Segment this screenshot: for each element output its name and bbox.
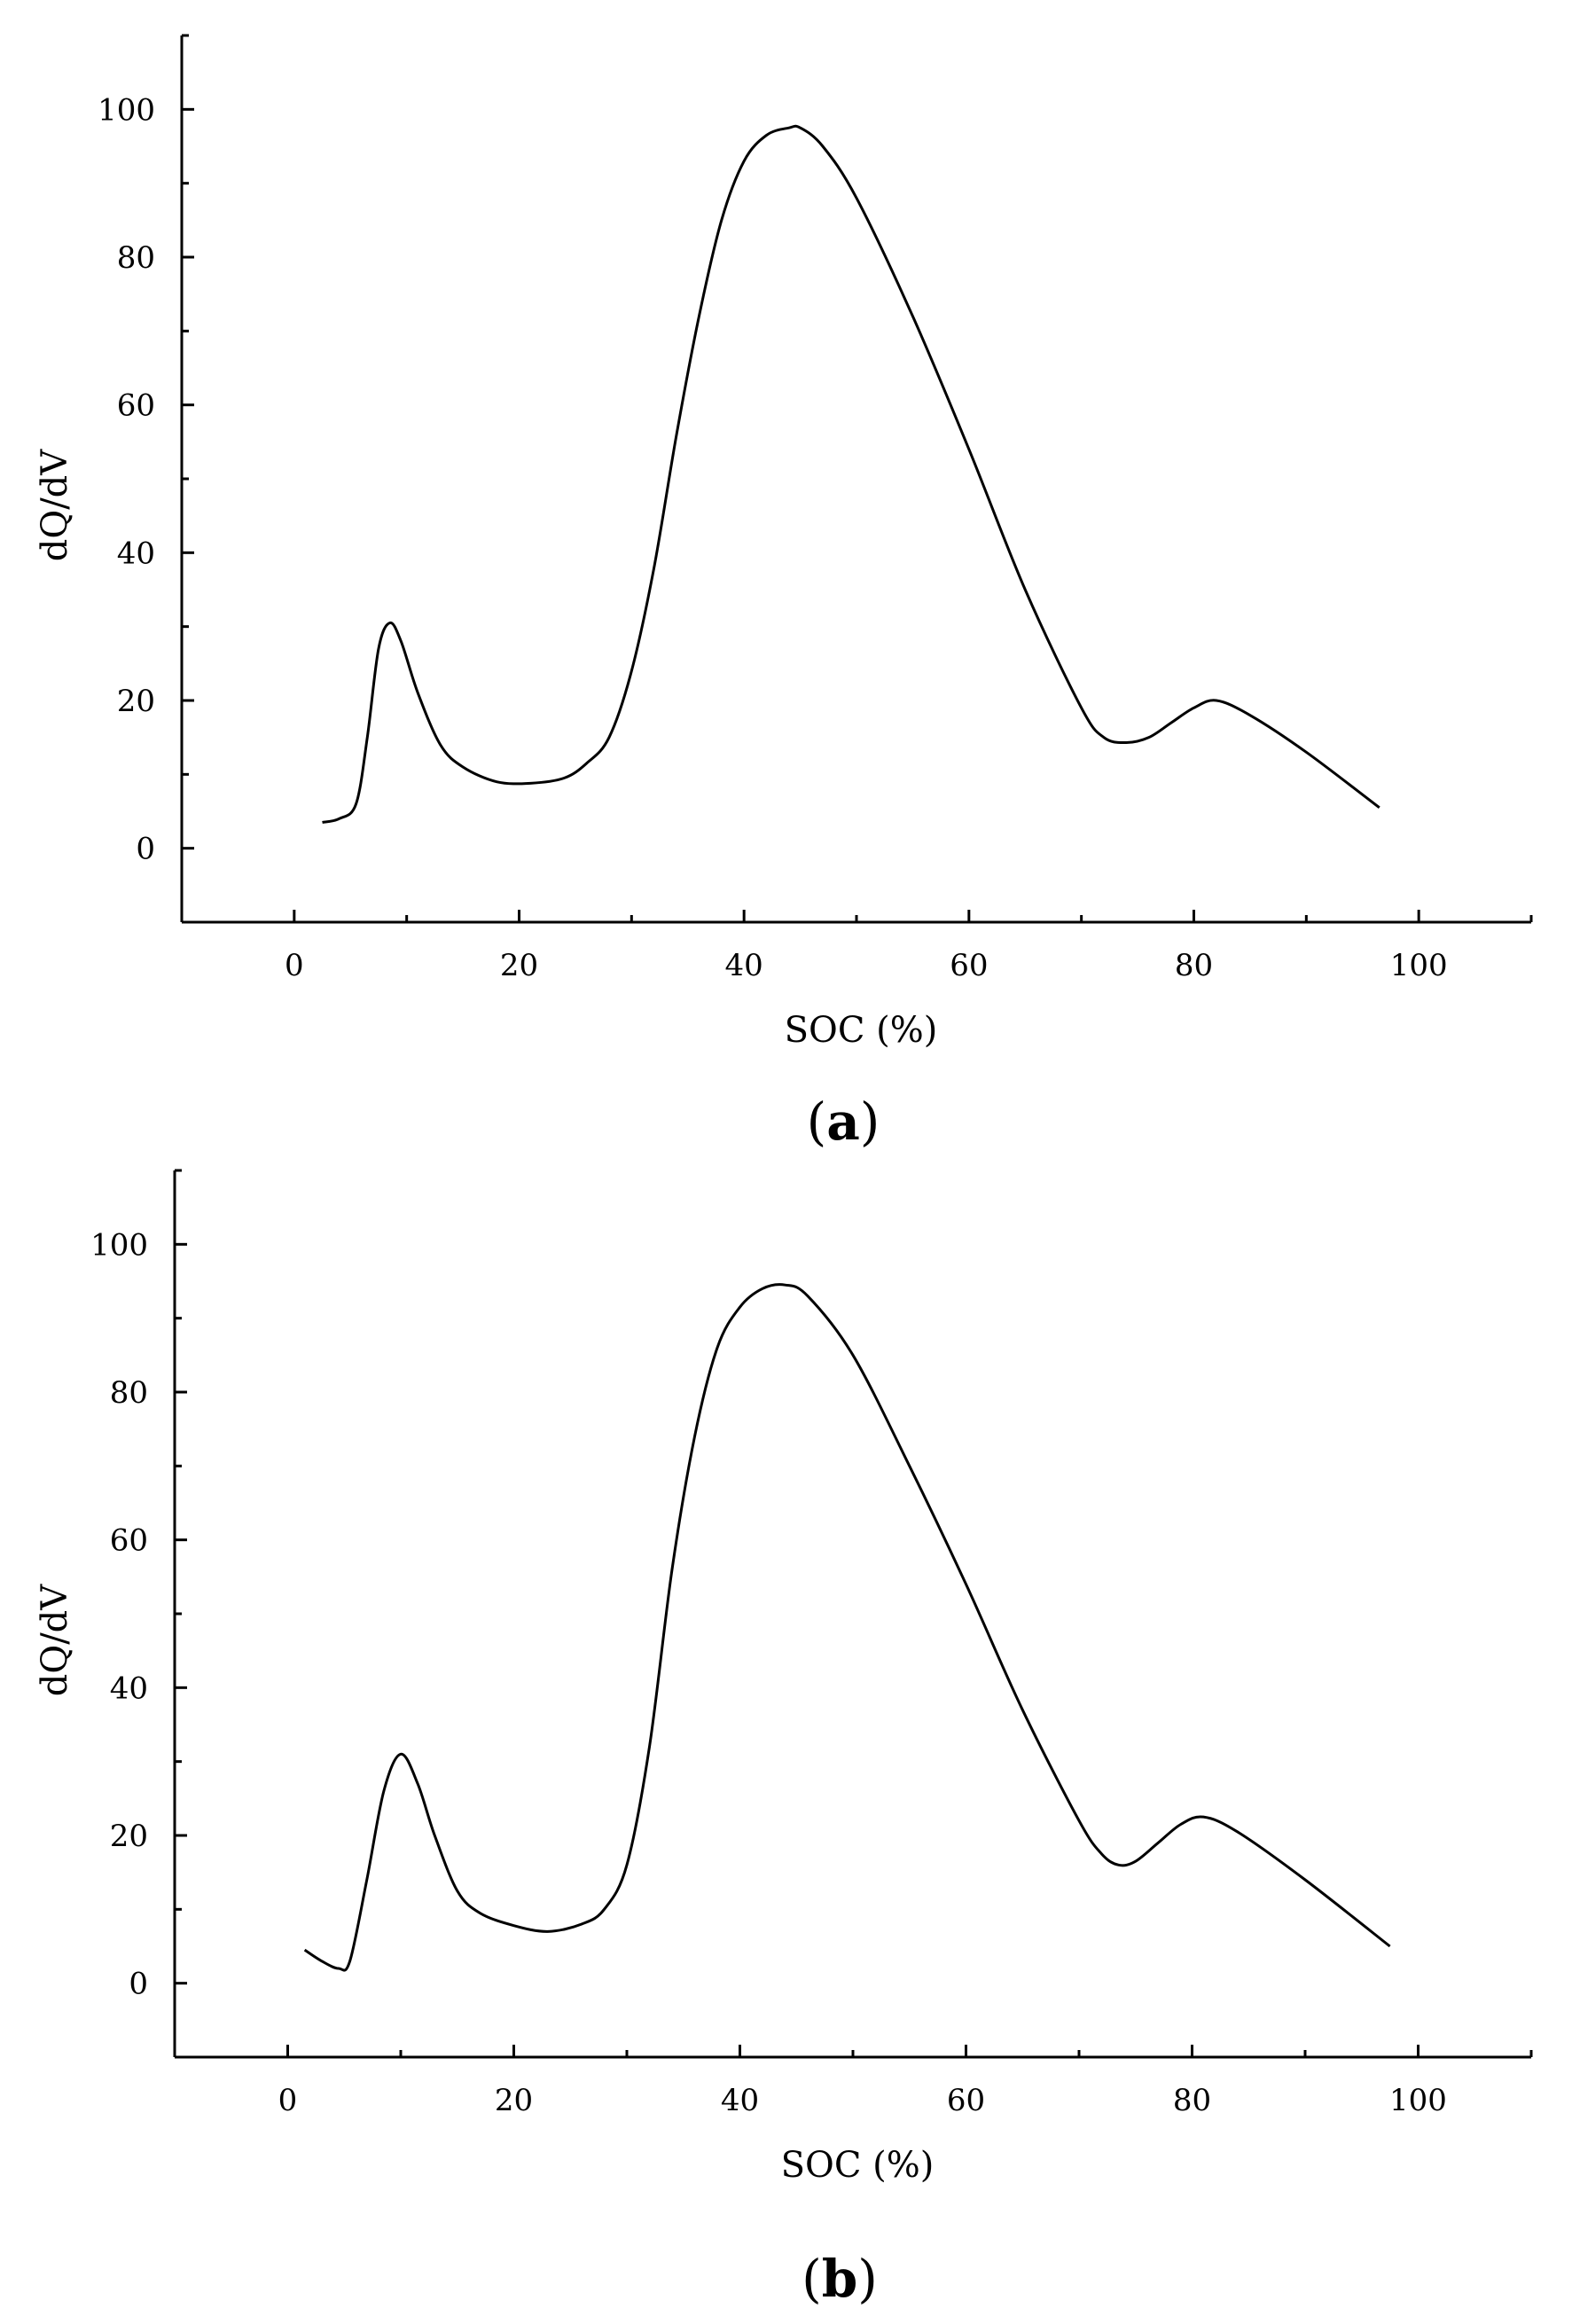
y-axis-label: dQ/dV [35,449,75,561]
panel-label: (a) [807,1092,880,1152]
x-tick-label: 20 [495,2083,533,2118]
y-tick-label: 0 [136,832,155,867]
x-tick-label: 60 [947,2083,985,2118]
y-tick-label: 20 [117,684,155,719]
x-tick-label: 40 [721,2083,759,2118]
x-axis-label: SOC (%) [785,1010,938,1051]
x-tick-label: 0 [285,948,304,983]
y-tick-label: 80 [117,240,155,276]
x-axis-label: SOC (%) [781,2145,935,2186]
y-tick-label: 0 [129,1967,148,2002]
chart-panel-a: 0 20 40 60 80 100 0 20 40 60 80 100 SOC (%) dQ/dV (a) [35,34,1533,1152]
series-line-1 [322,124,1380,824]
y-tick-label: 80 [110,1375,148,1411]
y-axis-label: dQ/dV [35,1584,75,1696]
x-tick-label: 80 [1173,2083,1211,2118]
y-tick-label: 100 [90,1227,148,1263]
y-tick-label: 60 [110,1523,148,1559]
x-tick-label: 100 [1390,948,1448,983]
x-tick-label: 0 [278,2083,298,2118]
y-tick-label: 20 [110,1819,148,1854]
y-tick-label: 40 [117,536,155,571]
series-line-1 [303,1283,1391,1972]
chart-panel-b: 0 20 40 60 80 100 0 20 40 60 80 100 SOC (%) dQ/dV (b) [35,1169,1533,2309]
y-tick-label: 60 [117,388,155,424]
x-tick-label: 100 [1389,2083,1447,2118]
x-tick-label: 20 [500,948,538,983]
y-tick-label: 40 [110,1671,148,1706]
x-tick-label: 60 [950,948,988,983]
panel-label: (b) [802,2249,878,2309]
x-tick-label: 40 [725,948,763,983]
y-tick-label: 100 [98,92,155,128]
x-tick-label: 80 [1175,948,1213,983]
